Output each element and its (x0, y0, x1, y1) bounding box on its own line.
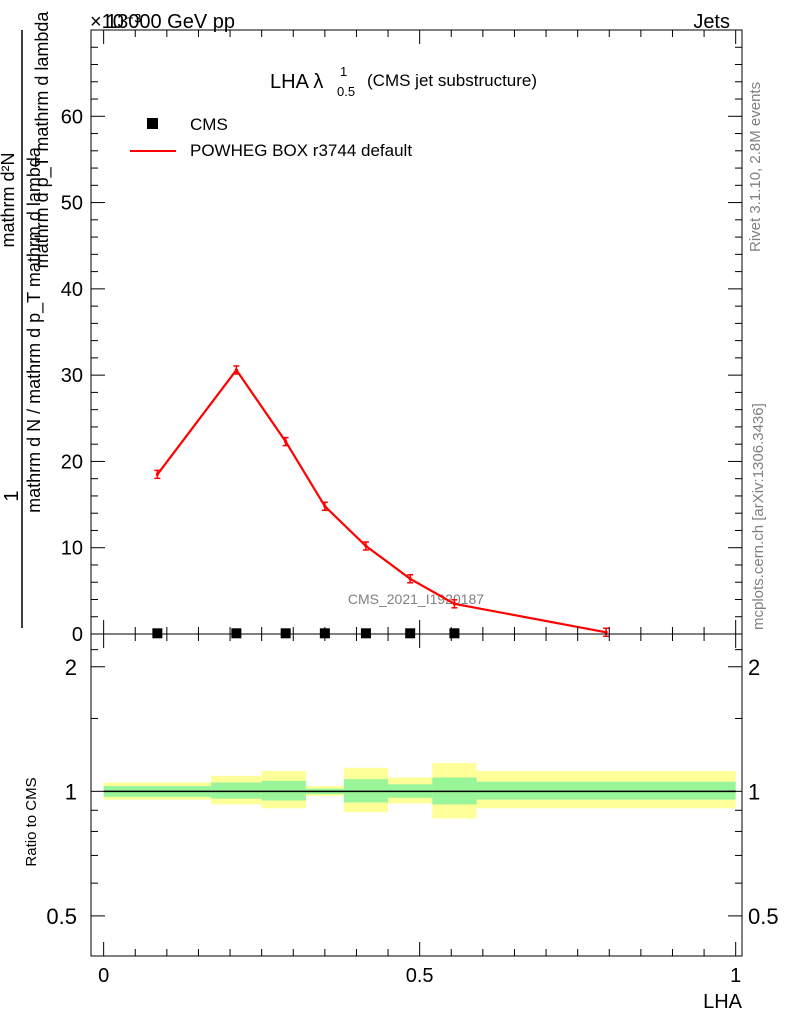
ylabel-denominator: mathrm d N / mathrm d p_T mathrm d lambd… (24, 146, 45, 513)
ylabel-numerator: 1 (1, 490, 23, 501)
powheg-point (234, 368, 238, 372)
ratio-xtick-label: 1 (730, 965, 741, 987)
ratio-panel: 0.5 0.5 1 1 2 2 0 0.5 1 Ratio to CMS LHA (23, 633, 779, 1013)
ratio-ylabel: Ratio to CMS (23, 777, 40, 866)
cms-point (449, 628, 460, 639)
main-ytick-label: 10 (61, 538, 83, 560)
powheg-point (155, 472, 159, 476)
ratio-xtick-label: 0 (98, 965, 109, 987)
legend-powheg-label: POWHEG BOX r3744 default (190, 141, 412, 160)
plot-title-subscript: 0.5 (337, 84, 355, 99)
analysis-watermark: CMS_2021_I1920187 (348, 591, 484, 607)
plot-title-suffix: (CMS jet substructure) (367, 71, 537, 90)
powheg-point (452, 602, 457, 606)
ratio-ytick-label-left: 1 (65, 779, 77, 804)
ylabel-right-numerator: mathrm d²N (0, 152, 18, 247)
cms-point (280, 628, 291, 639)
ratio-ytick-label-right: 2 (748, 655, 760, 680)
exponent-label: ×10⁻³ (90, 11, 141, 33)
ylabel-right-denominator: mathrm d p_T mathrm d lambda (32, 11, 53, 269)
plot-title-superscript: 1 (340, 64, 347, 79)
cms-point (231, 628, 242, 639)
legend: CMS POWHEG BOX r3744 default (130, 115, 412, 160)
main-ytick-label: 60 (61, 106, 83, 128)
main-ytick-label: 30 (61, 365, 83, 387)
cms-point (405, 628, 416, 639)
mcplots-label: mcplots.cern.ch [arXiv:1306.3436] (750, 403, 767, 630)
plot-title: LHA λ (270, 71, 323, 93)
ratio-xtick-label: 0.5 (406, 965, 434, 987)
main-ytick-label: 0 (72, 624, 83, 646)
xlabel: LHA (703, 991, 743, 1013)
main-ytick-label: 40 (61, 279, 83, 301)
ratio-ytick-label-right: 0.5 (748, 904, 779, 929)
powheg-point (323, 504, 327, 508)
ratio-ytick-label-right: 1 (748, 779, 760, 804)
main-ytick-label: 20 (61, 451, 83, 473)
main-frame (90, 29, 743, 635)
rivet-version-label: Rivet 3.1.10, 2.8M events (747, 82, 764, 252)
cms-point (152, 628, 163, 639)
ratio-frame (90, 633, 743, 957)
powheg-point (604, 630, 608, 634)
cms-point (360, 628, 371, 639)
main-panel: LHA λ 1 0.5 (CMS jet substructure) CMS_2… (0, 11, 743, 646)
powheg-point (364, 544, 368, 548)
header-left: 13000 GeV pp (106, 11, 235, 33)
powheg-line (156, 368, 607, 634)
powheg-point (284, 439, 288, 444)
main-ytick-label: 50 (61, 193, 83, 215)
legend-cms-marker (147, 118, 158, 129)
ratio-ytick-label-left: 0.5 (46, 904, 77, 929)
legend-cms-label: CMS (190, 115, 228, 134)
powheg-point (408, 577, 412, 581)
ratio-ytick-label-left: 2 (65, 655, 77, 680)
header-right: Jets (693, 11, 730, 33)
